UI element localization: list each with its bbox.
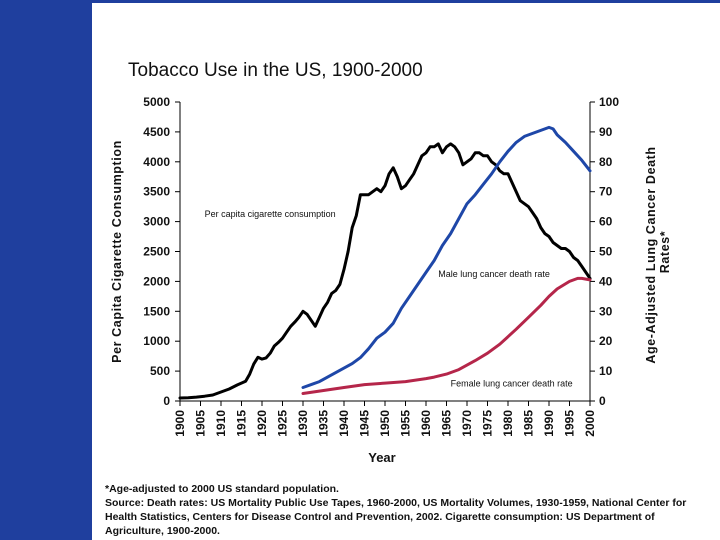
x-tick-label: 1945 — [358, 410, 372, 437]
y-left-tick-label: 0 — [163, 394, 170, 408]
y-right-tick-label: 50 — [599, 245, 613, 259]
y-right-tick-label: 90 — [599, 125, 613, 139]
series-line-per-capita-cigarette-consumption — [178, 142, 592, 400]
series-annotation: Female lung cancer death rate — [451, 379, 573, 389]
x-tick-label: 1905 — [194, 410, 208, 437]
x-tick-label: 2000 — [583, 410, 597, 437]
y-right-tick-label: 60 — [599, 215, 613, 229]
x-tick-label: 1975 — [481, 410, 495, 437]
x-tick-label: 1965 — [440, 410, 454, 437]
y-left-tick-label: 1500 — [143, 304, 170, 318]
slide-side-bar — [0, 0, 92, 540]
x-tick-label: 1940 — [337, 410, 351, 437]
y-left-tick-label: 3500 — [143, 185, 170, 199]
x-tick-label: 1985 — [522, 410, 536, 437]
x-tick-label: 1970 — [460, 410, 474, 437]
y-axis-right-title-line: Rates* — [658, 231, 672, 274]
y-right-tick-label: 80 — [599, 155, 613, 169]
y-right-tick-label: 100 — [599, 95, 619, 109]
y-axis-left-title: Per Capita Cigarette Consumption — [110, 140, 124, 363]
chart-labels: 0500100015002000250030003500400045005000… — [110, 95, 672, 465]
y-right-tick-label: 0 — [599, 394, 606, 408]
series-annotation: Male lung cancer death rate — [438, 269, 550, 279]
chart-series — [178, 125, 592, 400]
series-line-male-lung-cancer-death-rate — [301, 125, 592, 389]
chart-title: Tobacco Use in the US, 1900-2000 — [128, 60, 423, 81]
y-right-tick-label: 20 — [599, 334, 613, 348]
x-tick-label: 1950 — [378, 410, 392, 437]
y-left-tick-label: 2500 — [143, 245, 170, 259]
y-right-tick-label: 10 — [599, 364, 613, 378]
x-tick-label: 1925 — [276, 410, 290, 437]
y-left-tick-label: 3000 — [143, 215, 170, 229]
y-left-tick-label: 500 — [150, 364, 170, 378]
x-tick-label: 1990 — [542, 410, 556, 437]
footnote: *Age-adjusted to 2000 US standard popula… — [105, 482, 715, 538]
y-axis-right-title-line: Age-Adjusted Lung Cancer Death — [644, 146, 658, 363]
x-tick-label: 1935 — [317, 410, 331, 437]
x-tick-label: 1930 — [296, 410, 310, 437]
x-tick-label: 1980 — [501, 410, 515, 437]
y-left-tick-label: 4000 — [143, 155, 170, 169]
x-tick-label: 1920 — [255, 410, 269, 437]
y-left-tick-label: 2000 — [143, 274, 170, 288]
x-tick-label: 1955 — [399, 410, 413, 437]
footnote-source: Source: Death rates: US Mortality Public… — [105, 497, 687, 537]
y-left-tick-label: 4500 — [143, 125, 170, 139]
x-tick-label: 1915 — [235, 410, 249, 437]
y-right-tick-label: 40 — [599, 274, 613, 288]
y-right-tick-label: 70 — [599, 185, 613, 199]
x-tick-label: 1900 — [173, 410, 187, 437]
series-line-female-lung-cancer-death-rate — [301, 276, 592, 395]
y-left-tick-label: 5000 — [143, 95, 170, 109]
x-axis-title: Year — [368, 450, 395, 465]
series-annotation: Per capita cigarette consumption — [205, 209, 336, 219]
y-right-tick-label: 30 — [599, 304, 613, 318]
x-tick-label: 1910 — [214, 410, 228, 437]
slide-top-rule — [92, 0, 720, 3]
x-tick-label: 1995 — [563, 410, 577, 437]
footnote-age-adjusted: *Age-adjusted to 2000 US standard popula… — [105, 483, 339, 495]
y-left-tick-label: 1000 — [143, 334, 170, 348]
chart-axes — [175, 101, 595, 406]
x-tick-label: 1960 — [419, 410, 433, 437]
